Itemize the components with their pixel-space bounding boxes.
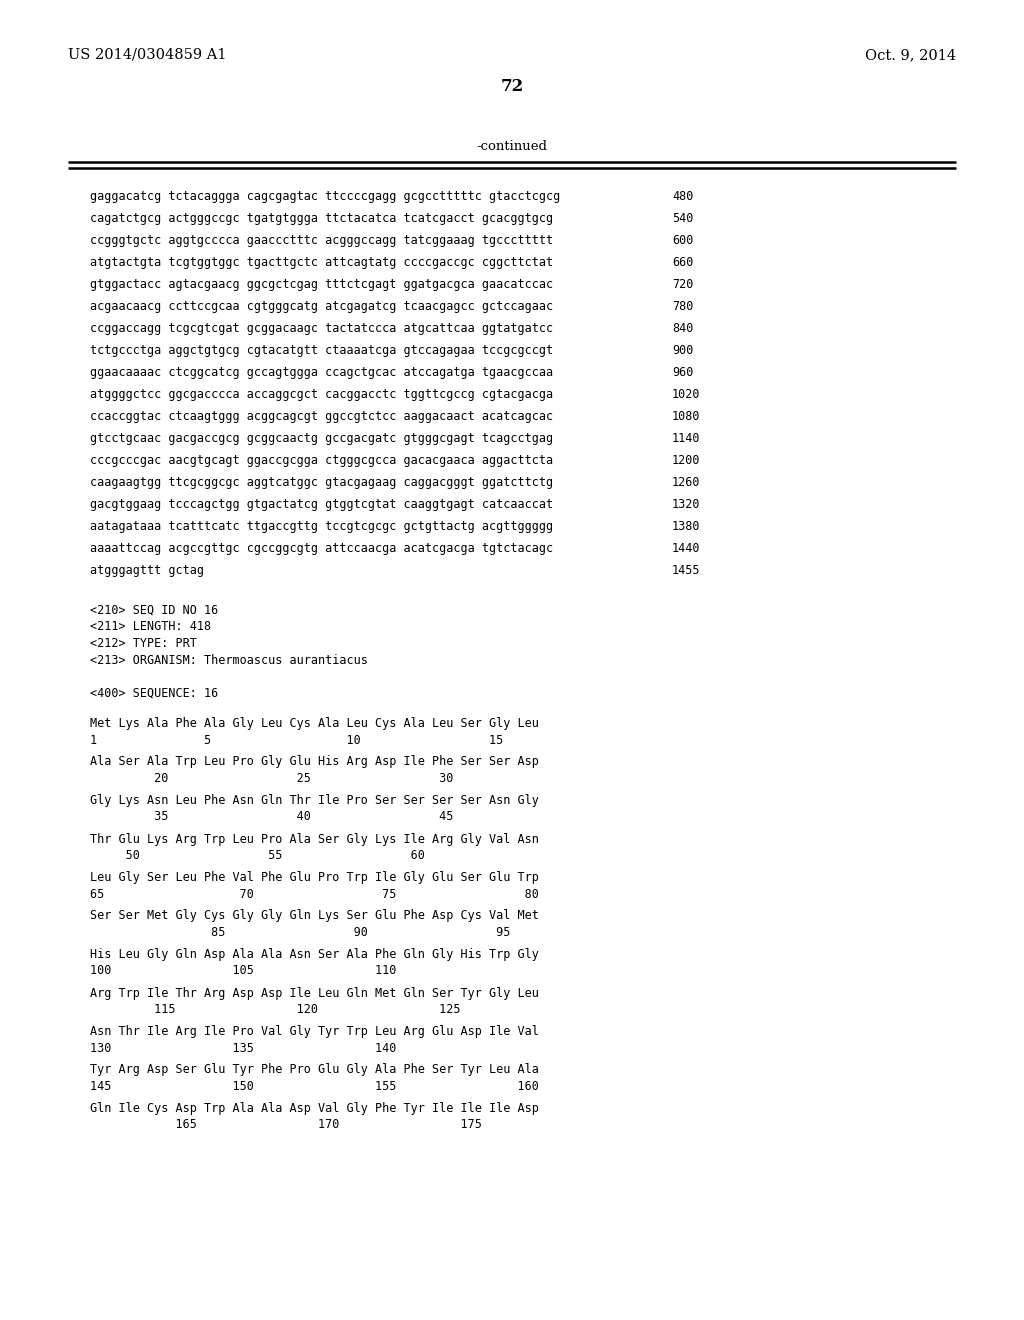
Text: 115                 120                 125: 115 120 125 <box>90 1003 461 1016</box>
Text: 72: 72 <box>501 78 523 95</box>
Text: aaaattccag acgccgttgc cgccggcgtg attccaacga acatcgacga tgtctacagc: aaaattccag acgccgttgc cgccggcgtg attccaa… <box>90 543 553 554</box>
Text: -continued: -continued <box>476 140 548 153</box>
Text: 960: 960 <box>672 366 693 379</box>
Text: ccggaccagg tcgcgtcgat gcggacaagc tactatccca atgcattcaa ggtatgatcc: ccggaccagg tcgcgtcgat gcggacaagc tactatc… <box>90 322 553 335</box>
Text: caagaagtgg ttcgcggcgc aggtcatggc gtacgagaag caggacgggt ggatcttctg: caagaagtgg ttcgcggcgc aggtcatggc gtacgag… <box>90 477 553 488</box>
Text: 840: 840 <box>672 322 693 335</box>
Text: 1140: 1140 <box>672 432 700 445</box>
Text: acgaacaacg ccttccgcaa cgtgggcatg atcgagatcg tcaacgagcc gctccagaac: acgaacaacg ccttccgcaa cgtgggcatg atcgaga… <box>90 300 553 313</box>
Text: 780: 780 <box>672 300 693 313</box>
Text: atgggagttt gctag: atgggagttt gctag <box>90 564 204 577</box>
Text: gaggacatcg tctacaggga cagcgagtac ttccccgagg gcgcctttttc gtacctcgcg: gaggacatcg tctacaggga cagcgagtac ttccccg… <box>90 190 560 203</box>
Text: His Leu Gly Gln Asp Ala Ala Asn Ser Ala Phe Gln Gly His Trp Gly: His Leu Gly Gln Asp Ala Ala Asn Ser Ala … <box>90 948 539 961</box>
Text: 1380: 1380 <box>672 520 700 533</box>
Text: <211> LENGTH: 418: <211> LENGTH: 418 <box>90 620 211 634</box>
Text: cccgcccgac aacgtgcagt ggaccgcgga ctgggcgcca gacacgaaca aggacttcta: cccgcccgac aacgtgcagt ggaccgcgga ctgggcg… <box>90 454 553 467</box>
Text: 85                  90                  95: 85 90 95 <box>90 927 510 939</box>
Text: aatagataaa tcatttcatc ttgaccgttg tccgtcgcgc gctgttactg acgttggggg: aatagataaa tcatttcatc ttgaccgttg tccgtcg… <box>90 520 553 533</box>
Text: 100                 105                 110: 100 105 110 <box>90 965 396 978</box>
Text: 1020: 1020 <box>672 388 700 401</box>
Text: 1080: 1080 <box>672 411 700 422</box>
Text: 480: 480 <box>672 190 693 203</box>
Text: <400> SEQUENCE: 16: <400> SEQUENCE: 16 <box>90 686 218 700</box>
Text: 720: 720 <box>672 279 693 290</box>
Text: Oct. 9, 2014: Oct. 9, 2014 <box>865 48 956 62</box>
Text: gtggactacc agtacgaacg ggcgctcgag tttctcgagt ggatgacgca gaacatccac: gtggactacc agtacgaacg ggcgctcgag tttctcg… <box>90 279 553 290</box>
Text: <212> TYPE: PRT: <212> TYPE: PRT <box>90 638 197 649</box>
Text: 660: 660 <box>672 256 693 269</box>
Text: Gly Lys Asn Leu Phe Asn Gln Thr Ile Pro Ser Ser Ser Ser Asn Gly: Gly Lys Asn Leu Phe Asn Gln Thr Ile Pro … <box>90 795 539 807</box>
Text: atggggctcc ggcgacccca accaggcgct cacggacctc tggttcgccg cgtacgacga: atggggctcc ggcgacccca accaggcgct cacggac… <box>90 388 553 401</box>
Text: 145                 150                 155                 160: 145 150 155 160 <box>90 1080 539 1093</box>
Text: 540: 540 <box>672 213 693 224</box>
Text: 20                  25                  30: 20 25 30 <box>90 772 454 785</box>
Text: 1440: 1440 <box>672 543 700 554</box>
Text: <210> SEQ ID NO 16: <210> SEQ ID NO 16 <box>90 605 218 616</box>
Text: Tyr Arg Asp Ser Glu Tyr Phe Pro Glu Gly Ala Phe Ser Tyr Leu Ala: Tyr Arg Asp Ser Glu Tyr Phe Pro Glu Gly … <box>90 1064 539 1077</box>
Text: ccgggtgctc aggtgcccca gaaccctttc acgggccagg tatcggaaag tgcccttttt: ccgggtgctc aggtgcccca gaaccctttc acgggcc… <box>90 234 553 247</box>
Text: 1260: 1260 <box>672 477 700 488</box>
Text: 1320: 1320 <box>672 498 700 511</box>
Text: 900: 900 <box>672 345 693 356</box>
Text: 65                   70                  75                  80: 65 70 75 80 <box>90 887 539 900</box>
Text: cagatctgcg actgggccgc tgatgtggga ttctacatca tcatcgacct gcacggtgcg: cagatctgcg actgggccgc tgatgtggga ttctaca… <box>90 213 553 224</box>
Text: Leu Gly Ser Leu Phe Val Phe Glu Pro Trp Ile Gly Glu Ser Glu Trp: Leu Gly Ser Leu Phe Val Phe Glu Pro Trp … <box>90 871 539 884</box>
Text: Thr Glu Lys Arg Trp Leu Pro Ala Ser Gly Lys Ile Arg Gly Val Asn: Thr Glu Lys Arg Trp Leu Pro Ala Ser Gly … <box>90 833 539 846</box>
Text: 1200: 1200 <box>672 454 700 467</box>
Text: US 2014/0304859 A1: US 2014/0304859 A1 <box>68 48 226 62</box>
Text: Ser Ser Met Gly Cys Gly Gly Gln Lys Ser Glu Phe Asp Cys Val Met: Ser Ser Met Gly Cys Gly Gly Gln Lys Ser … <box>90 909 539 923</box>
Text: ccaccggtac ctcaagtggg acggcagcgt ggccgtctcc aaggacaact acatcagcac: ccaccggtac ctcaagtggg acggcagcgt ggccgtc… <box>90 411 553 422</box>
Text: tctgccctga aggctgtgcg cgtacatgtt ctaaaatcga gtccagagaa tccgcgccgt: tctgccctga aggctgtgcg cgtacatgtt ctaaaat… <box>90 345 553 356</box>
Text: 165                 170                 175: 165 170 175 <box>90 1118 482 1131</box>
Text: gtcctgcaac gacgaccgcg gcggcaactg gccgacgatc gtgggcgagt tcagcctgag: gtcctgcaac gacgaccgcg gcggcaactg gccgacg… <box>90 432 553 445</box>
Text: Arg Trp Ile Thr Arg Asp Asp Ile Leu Gln Met Gln Ser Tyr Gly Leu: Arg Trp Ile Thr Arg Asp Asp Ile Leu Gln … <box>90 986 539 999</box>
Text: Ala Ser Ala Trp Leu Pro Gly Glu His Arg Asp Ile Phe Ser Ser Asp: Ala Ser Ala Trp Leu Pro Gly Glu His Arg … <box>90 755 539 768</box>
Text: Gln Ile Cys Asp Trp Ala Ala Asp Val Gly Phe Tyr Ile Ile Ile Asp: Gln Ile Cys Asp Trp Ala Ala Asp Val Gly … <box>90 1102 539 1115</box>
Text: 35                  40                  45: 35 40 45 <box>90 810 454 824</box>
Text: gacgtggaag tcccagctgg gtgactatcg gtggtcgtat caaggtgagt catcaaccat: gacgtggaag tcccagctgg gtgactatcg gtggtcg… <box>90 498 553 511</box>
Text: atgtactgta tcgtggtggc tgacttgctc attcagtatg ccccgaccgc cggcttctat: atgtactgta tcgtggtggc tgacttgctc attcagt… <box>90 256 553 269</box>
Text: Asn Thr Ile Arg Ile Pro Val Gly Tyr Trp Leu Arg Glu Asp Ile Val: Asn Thr Ile Arg Ile Pro Val Gly Tyr Trp … <box>90 1026 539 1038</box>
Text: 1               5                   10                  15: 1 5 10 15 <box>90 734 503 747</box>
Text: 130                 135                 140: 130 135 140 <box>90 1041 396 1055</box>
Text: <213> ORGANISM: Thermoascus aurantiacus: <213> ORGANISM: Thermoascus aurantiacus <box>90 653 368 667</box>
Text: 600: 600 <box>672 234 693 247</box>
Text: 1455: 1455 <box>672 564 700 577</box>
Text: 50                  55                  60: 50 55 60 <box>90 849 425 862</box>
Text: Met Lys Ala Phe Ala Gly Leu Cys Ala Leu Cys Ala Leu Ser Gly Leu: Met Lys Ala Phe Ala Gly Leu Cys Ala Leu … <box>90 717 539 730</box>
Text: ggaacaaaac ctcggcatcg gccagtggga ccagctgcac atccagatga tgaacgccaa: ggaacaaaac ctcggcatcg gccagtggga ccagctg… <box>90 366 553 379</box>
